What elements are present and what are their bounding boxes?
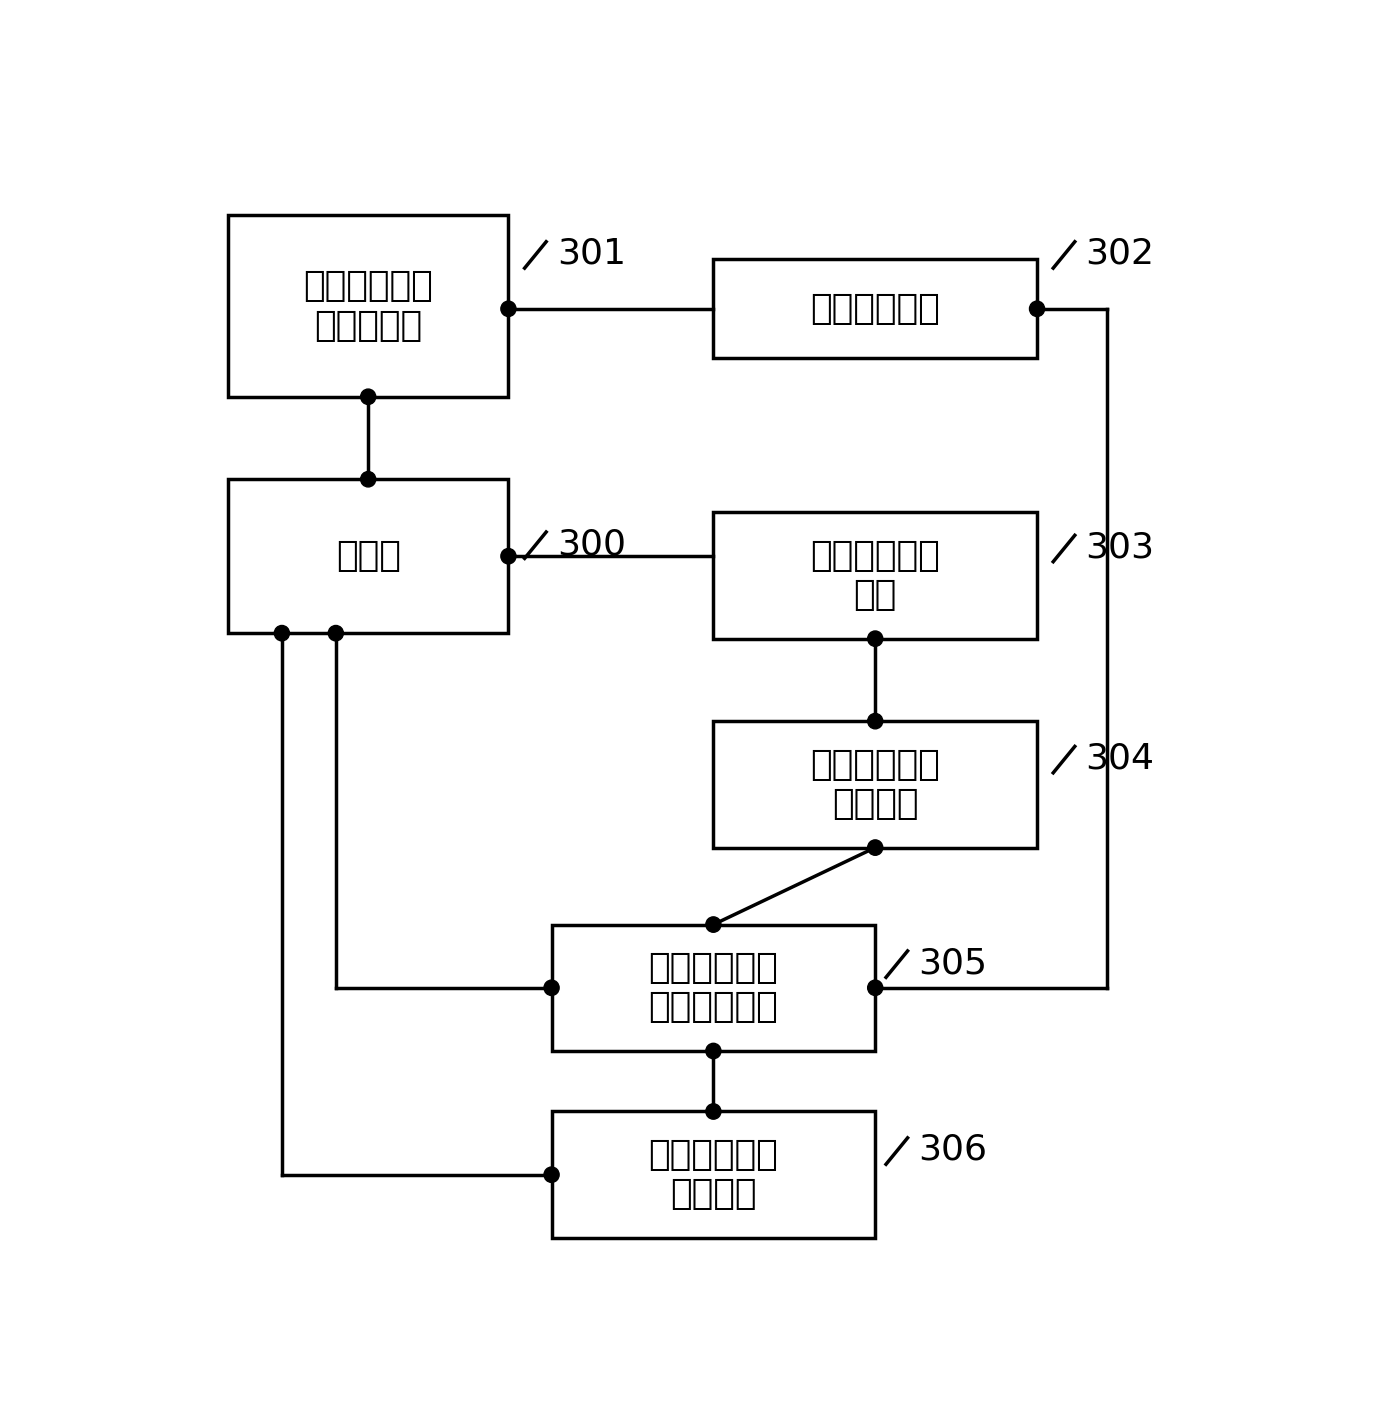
Text: 301: 301 xyxy=(557,237,626,271)
Text: 305: 305 xyxy=(919,945,987,980)
Circle shape xyxy=(501,548,516,564)
Circle shape xyxy=(706,1104,721,1120)
Text: 306: 306 xyxy=(919,1132,987,1167)
Text: 取样框内图像
输出单元: 取样框内图像 输出单元 xyxy=(649,1138,778,1211)
Text: 触发信号转换
单元: 触发信号转换 单元 xyxy=(810,538,940,613)
Bar xyxy=(713,513,1037,638)
Circle shape xyxy=(544,980,560,995)
Bar xyxy=(551,1111,876,1238)
Circle shape xyxy=(867,980,883,995)
Text: 参数预设单元: 参数预设单元 xyxy=(810,291,940,326)
Circle shape xyxy=(706,917,721,932)
Bar xyxy=(228,216,508,397)
Circle shape xyxy=(329,625,344,641)
Circle shape xyxy=(501,301,516,317)
Circle shape xyxy=(274,625,290,641)
Text: 超声图像生成
与显示单元: 超声图像生成 与显示单元 xyxy=(303,270,433,343)
Circle shape xyxy=(867,840,883,855)
Text: 信号坐标位置
判断单元: 信号坐标位置 判断单元 xyxy=(810,748,940,821)
Circle shape xyxy=(706,1044,721,1058)
Bar xyxy=(551,924,876,1051)
Circle shape xyxy=(867,631,883,647)
Circle shape xyxy=(361,471,376,487)
Text: 302: 302 xyxy=(1086,237,1154,271)
Text: 303: 303 xyxy=(1086,530,1154,564)
Bar xyxy=(713,721,1037,848)
Text: 304: 304 xyxy=(1086,741,1154,775)
Circle shape xyxy=(544,1167,560,1182)
Bar xyxy=(228,480,508,633)
Text: 取样框位置和
边框调节单元: 取样框位置和 边框调节单元 xyxy=(649,951,778,1024)
Circle shape xyxy=(1030,301,1044,317)
Bar xyxy=(713,260,1037,358)
Text: 触摸屏: 触摸屏 xyxy=(335,540,401,573)
Circle shape xyxy=(867,714,883,728)
Text: 300: 300 xyxy=(557,527,626,561)
Circle shape xyxy=(361,388,376,404)
